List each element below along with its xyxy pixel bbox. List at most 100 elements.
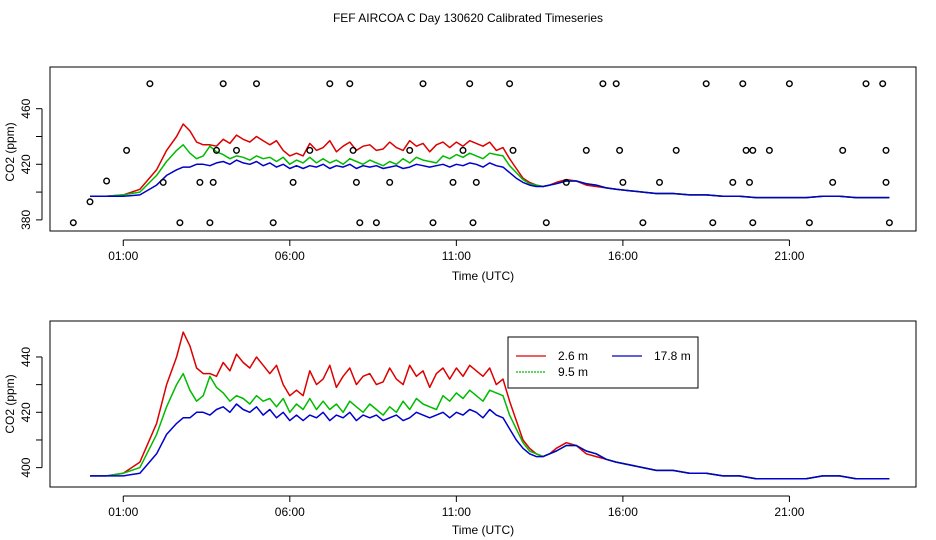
upper-y-tick-label: 460 xyxy=(19,98,33,118)
upper-x-tick-label: 01:00 xyxy=(108,249,138,263)
legend-label-2-6m: 2.6 m xyxy=(558,349,588,363)
sample-point xyxy=(196,178,204,186)
sample-point xyxy=(672,146,680,154)
lower-x-tick-label: 01:00 xyxy=(108,505,138,519)
sample-point xyxy=(212,146,220,154)
sample-point xyxy=(219,80,227,88)
sample-point xyxy=(746,178,754,186)
sample-point xyxy=(86,198,94,206)
sample-point xyxy=(509,146,517,154)
legend-label-9-5m: 9.5 m xyxy=(558,365,588,379)
upper-series-lines xyxy=(90,123,890,199)
sample-point xyxy=(429,219,437,227)
sample-point xyxy=(742,146,750,154)
upper-y-tick-label: 420 xyxy=(19,154,33,174)
sample-point xyxy=(386,178,394,186)
sample-point xyxy=(739,80,747,88)
sample-point xyxy=(349,146,357,154)
sample-point xyxy=(352,178,360,186)
upper-x-tick-label: 11:00 xyxy=(442,249,471,263)
lower-y-axis-label: CO2 (ppm) xyxy=(3,374,17,433)
sample-point xyxy=(269,219,277,227)
sample-point xyxy=(749,219,757,227)
upper-y-axis-label: CO2 (ppm) xyxy=(3,122,17,181)
sample-point xyxy=(656,178,664,186)
sample-point xyxy=(159,178,167,186)
sample-point xyxy=(372,219,380,227)
lower-x-tick-label: 21:00 xyxy=(774,505,804,519)
lower-x-axis-label: Time (UTC) xyxy=(452,523,514,537)
sample-point xyxy=(709,219,717,227)
sample-point xyxy=(729,178,737,186)
sample-point xyxy=(232,146,240,154)
lower-x-tick-label: 11:00 xyxy=(442,505,471,519)
sample-point xyxy=(459,146,467,154)
sample-point xyxy=(176,219,184,227)
sample-point xyxy=(506,80,514,88)
sample-point xyxy=(749,146,757,154)
legend-label-17-8m: 17.8 m xyxy=(654,349,691,363)
lower-x-axis: 01:00 06:00 11:00 16:00 21:00 xyxy=(108,495,805,519)
legend-box xyxy=(507,336,699,389)
figure-title: FEF AIRCOA C Day 130620 Calibrated Times… xyxy=(333,11,603,25)
sample-point xyxy=(326,80,334,88)
sample-point xyxy=(252,80,260,88)
upper-plot-frame xyxy=(49,66,917,232)
sample-point xyxy=(612,80,620,88)
lower-y-tick-label: 440 xyxy=(19,347,33,367)
sample-point xyxy=(209,178,217,186)
sample-point xyxy=(639,219,647,227)
lower-series-9-5-m xyxy=(90,372,890,480)
upper-series-17-8-m xyxy=(90,159,890,199)
lower-series-2-6-m xyxy=(90,331,890,480)
sample-point xyxy=(123,146,131,154)
sample-point xyxy=(206,219,214,227)
sample-point xyxy=(472,178,480,186)
sample-point xyxy=(885,219,893,227)
sample-point xyxy=(469,219,477,227)
sample-point xyxy=(582,146,590,154)
upper-x-axis-label: Time (UTC) xyxy=(452,269,514,283)
lower-y-tick-label: 400 xyxy=(19,457,33,477)
lower-series-17-8-m xyxy=(90,403,890,480)
lower-series-lines xyxy=(90,331,890,480)
sample-point xyxy=(862,80,870,88)
lower-y-tick-label: 420 xyxy=(19,402,33,422)
sample-point xyxy=(599,80,607,88)
lower-plot-frame xyxy=(49,320,917,488)
sample-point xyxy=(103,177,111,185)
sample-point xyxy=(882,178,890,186)
sample-point xyxy=(879,80,887,88)
sample-point xyxy=(542,219,550,227)
sample-point xyxy=(619,178,627,186)
lower-x-tick-label: 16:00 xyxy=(608,505,638,519)
sample-point xyxy=(829,178,837,186)
sample-point xyxy=(562,178,570,186)
sample-point xyxy=(785,80,793,88)
sample-point xyxy=(765,146,773,154)
sample-point xyxy=(306,146,314,154)
upper-y-axis: 380 420 460 xyxy=(19,98,43,230)
sample-point xyxy=(406,146,414,154)
sample-point xyxy=(356,219,364,227)
upper-x-tick-label: 16:00 xyxy=(608,249,638,263)
upper-x-tick-label: 21:00 xyxy=(774,249,804,263)
sample-point xyxy=(146,80,154,88)
lower-y-axis: 400 420 440 xyxy=(19,347,43,478)
sample-point xyxy=(289,178,297,186)
sample-point xyxy=(69,219,77,227)
legend: 2.6 m 17.8 m 9.5 m xyxy=(507,336,699,389)
sample-point xyxy=(616,146,624,154)
sample-point xyxy=(466,80,474,88)
sample-point xyxy=(882,146,890,154)
lower-x-tick-label: 06:00 xyxy=(275,505,305,519)
upper-y-tick-label: 380 xyxy=(19,210,33,230)
upper-panel: 380 420 460 01:00 06:00 11:00 16:00 21:00 Time… xyxy=(3,66,917,283)
upper-series-2-6-m xyxy=(90,123,890,199)
sample-point xyxy=(839,146,847,154)
sample-point xyxy=(702,80,710,88)
upper-x-axis: 01:00 06:00 11:00 16:00 21:00 xyxy=(108,239,805,263)
lower-panel: 400 420 440 01:00 06:00 11:00 16:00 21:00 Time… xyxy=(3,320,917,537)
upper-sample-points xyxy=(69,80,893,227)
